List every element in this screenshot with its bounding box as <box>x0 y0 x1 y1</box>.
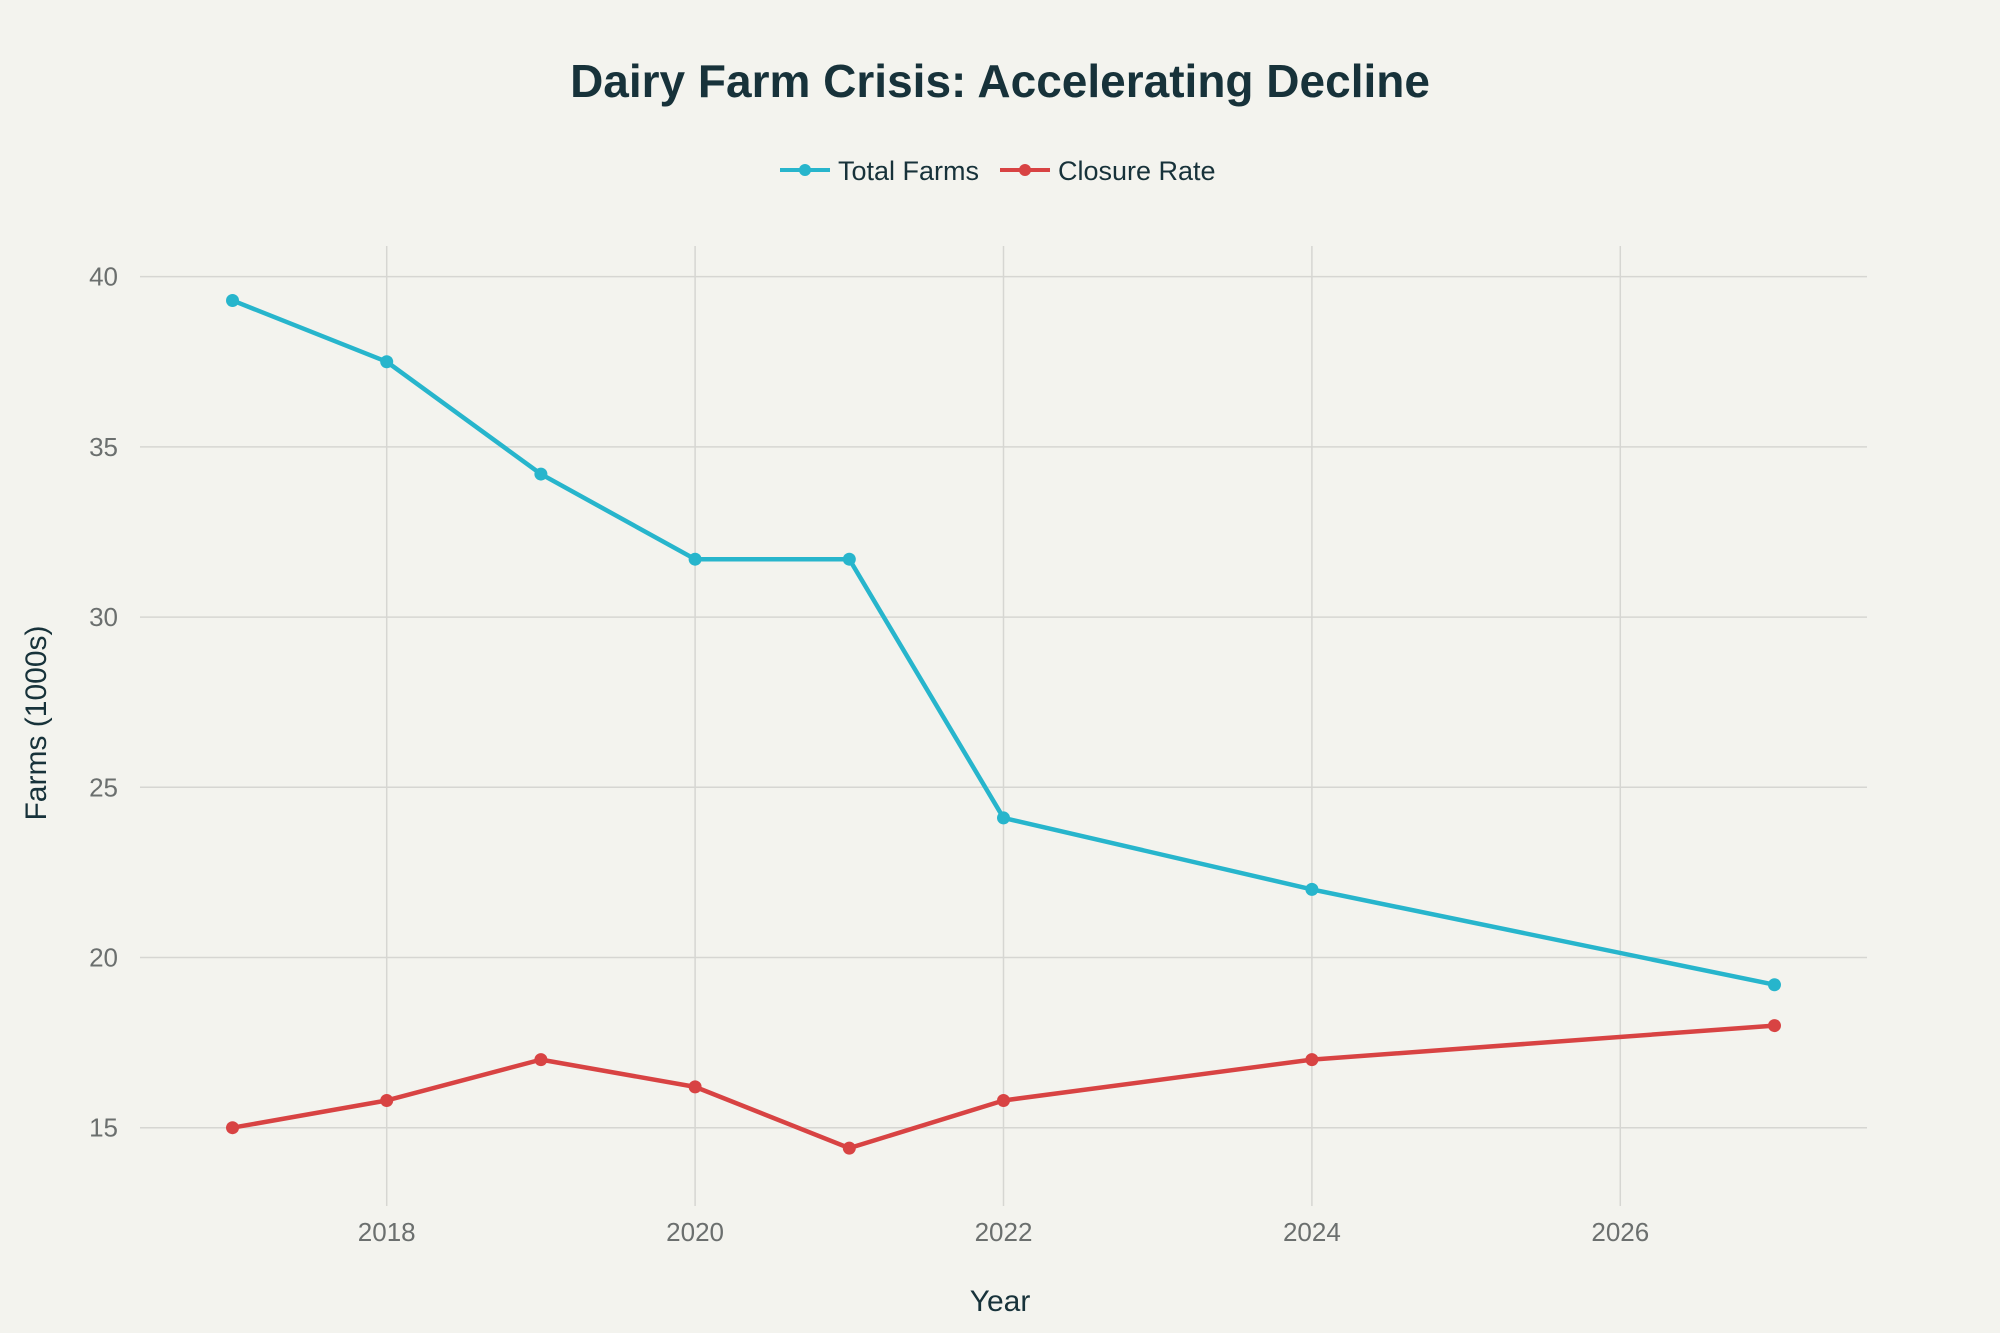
series <box>226 293 1781 1155</box>
legend-marker-total-farms <box>799 164 811 176</box>
data-point-closure-rate-2027[interactable] <box>1767 1019 1781 1033</box>
data-point-closure-rate-2018[interactable] <box>380 1093 394 1107</box>
tick-labels: 15 20 25 30 35 40 2018 2020 2022 2024 2026 <box>89 262 1649 1247</box>
y-tick-label-40: 40 <box>89 262 118 292</box>
data-point-closure-rate-2022[interactable] <box>997 1093 1010 1107</box>
data-point-total-farms-2019[interactable] <box>534 467 548 481</box>
chart-title: Dairy Farm Crisis: Accelerating Decline <box>570 55 1430 107</box>
y-tick-label-35: 35 <box>89 432 118 462</box>
y-tick-label-15: 15 <box>89 1113 118 1143</box>
x-tick-label-2024: 2024 <box>1283 1217 1341 1247</box>
x-tick-label-2026: 2026 <box>1591 1217 1649 1247</box>
x-axis-label: Year <box>970 1285 1031 1318</box>
legend-item-closure-rate[interactable]: Closure Rate <box>1000 156 1216 186</box>
data-point-closure-rate-2017[interactable] <box>226 1121 240 1135</box>
x-tick-label-2022: 2022 <box>975 1217 1033 1247</box>
data-point-closure-rate-2020[interactable] <box>688 1080 702 1094</box>
data-point-total-farms-2027[interactable] <box>1767 978 1781 992</box>
data-point-total-farms-2022[interactable] <box>997 811 1010 825</box>
legend-item-total-farms[interactable]: Total Farms <box>780 156 979 186</box>
series-line-closure-rate <box>230 1023 1777 1151</box>
series-closure-rate <box>226 1019 1781 1155</box>
series-total-farms <box>226 293 1781 992</box>
y-tick-label-25: 25 <box>89 772 118 802</box>
y-tick-label-20: 20 <box>89 942 118 972</box>
y-axis-label: Farms (1000s) <box>20 625 53 820</box>
x-tick-label-2018: 2018 <box>358 1217 416 1247</box>
data-point-closure-rate-2019[interactable] <box>534 1053 548 1067</box>
data-point-total-farms-2020[interactable] <box>688 552 702 566</box>
data-point-total-farms-2018[interactable] <box>380 355 394 369</box>
grid <box>140 246 1867 1206</box>
data-point-total-farms-2021[interactable] <box>842 552 856 566</box>
legend-label-total-farms: Total Farms <box>838 156 979 186</box>
data-point-total-farms-2024[interactable] <box>1305 882 1319 896</box>
series-line-total-farms <box>230 298 1777 987</box>
x-tick-label-2020: 2020 <box>666 1217 724 1247</box>
legend[interactable]: Total Farms Closure Rate <box>780 156 1216 186</box>
data-point-total-farms-2017[interactable] <box>226 293 240 307</box>
legend-marker-closure-rate <box>1019 164 1031 176</box>
legend-label-closure-rate: Closure Rate <box>1058 156 1216 186</box>
data-point-closure-rate-2024[interactable] <box>1305 1053 1319 1067</box>
y-tick-label-30: 30 <box>89 602 118 632</box>
data-point-closure-rate-2021[interactable] <box>842 1141 856 1155</box>
